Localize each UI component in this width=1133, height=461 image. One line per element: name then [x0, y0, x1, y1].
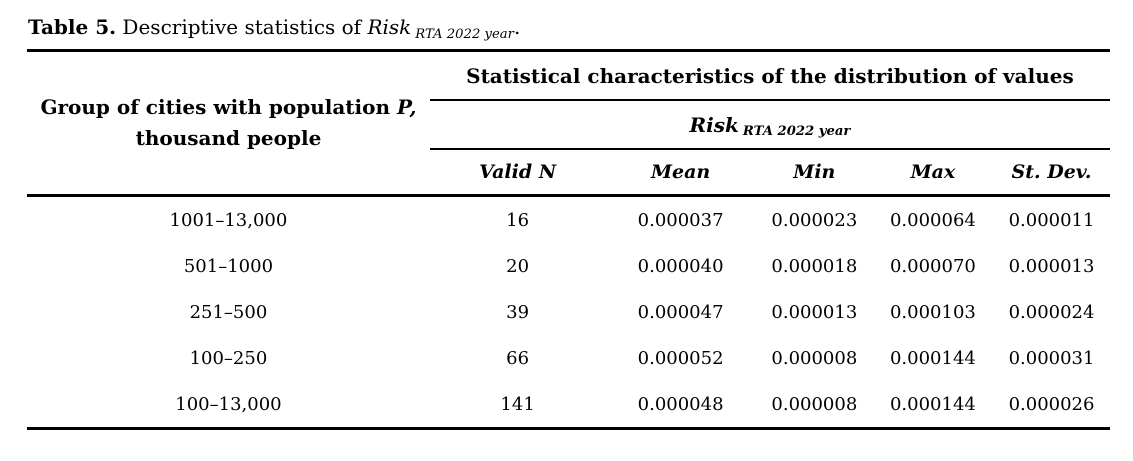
caption-risk-subscript: RTA 2022 year — [415, 26, 514, 42]
cell-group: 501–1000 — [183, 255, 274, 277]
table-row: 100–250 66 0.000052 0.000008 0.000144 0.… — [27, 335, 1110, 381]
cell-mean: 0.000040 — [637, 255, 724, 277]
table-row: 501–1000 20 0.000040 0.000018 0.000070 0… — [27, 243, 1110, 289]
cell-st-dev: 0.000013 — [1008, 255, 1095, 277]
group-header-line2: thousand people — [135, 126, 322, 150]
cell-mean: 0.000037 — [637, 209, 724, 231]
cell-max: 0.000144 — [872, 381, 994, 430]
header-row-3: Valid N Mean Min Max St. Dev. — [27, 149, 1110, 197]
risk-label: Risk — [689, 112, 739, 137]
cell-valid-n: 16 — [506, 209, 530, 231]
cell-min: 0.000013 — [771, 301, 858, 323]
cell-group: 1001–13,000 — [169, 209, 288, 231]
cell-group: 251–500 — [189, 301, 268, 323]
caption-text: Descriptive statistics of — [116, 15, 368, 39]
risk-variable-header: Risk RTA 2022 year — [429, 100, 1110, 150]
cell-group: 100–250 — [189, 347, 268, 369]
cell-min: 0.000023 — [771, 209, 858, 231]
table-caption: Table 5. Descriptive statistics of Risk R… — [28, 14, 1133, 42]
column-header-min: Min — [755, 149, 873, 197]
descriptive-statistics-table: Group of cities with population P, thous… — [27, 49, 1110, 430]
cell-valid-n: 141 — [429, 381, 606, 430]
cell-mean: 0.000047 — [637, 301, 724, 323]
column-header-st-dev: St. Dev. — [993, 149, 1110, 197]
table-row: 1001–13,000 16 0.000037 0.000023 0.00006… — [27, 196, 1110, 244]
cell-group: 100–13,000 — [27, 381, 430, 430]
cell-max: 0.000144 — [889, 347, 976, 369]
column-header-valid-n: Valid N — [429, 149, 606, 197]
caption-label: Table 5. — [28, 15, 117, 39]
cell-st-dev: 0.000011 — [1008, 209, 1095, 231]
column-header-mean: Mean — [605, 149, 756, 197]
cell-valid-n: 20 — [506, 255, 530, 277]
cell-min: 0.000008 — [755, 381, 873, 430]
cell-st-dev: 0.000026 — [993, 381, 1110, 430]
header-row-2: Risk RTA 2022 year — [27, 100, 1110, 150]
cell-st-dev: 0.000031 — [1008, 347, 1095, 369]
cell-valid-n: 66 — [506, 347, 530, 369]
caption-period: . — [513, 15, 521, 39]
cell-min: 0.000008 — [771, 347, 858, 369]
table-row: 251–500 39 0.000047 0.000013 0.000103 0.… — [27, 289, 1110, 335]
cell-max: 0.000103 — [889, 301, 976, 323]
risk-subscript: RTA 2022 year — [742, 124, 851, 140]
caption-risk: Risk — [367, 15, 412, 39]
cell-valid-n: 39 — [506, 301, 530, 323]
cell-max: 0.000064 — [889, 209, 976, 231]
cell-min: 0.000018 — [771, 255, 858, 277]
cell-mean: 0.000048 — [605, 381, 756, 430]
header-row-1: Group of cities with population P, thous… — [27, 50, 1110, 197]
column-header-max: Max — [872, 149, 994, 197]
table-row: 100–13,000 141 0.000048 0.000008 0.00014… — [27, 381, 1110, 430]
group-header-line1: Group of cities with population — [40, 95, 397, 119]
group-header-p-italic: P, — [397, 95, 417, 119]
cell-max: 0.000070 — [889, 255, 976, 277]
cell-mean: 0.000052 — [637, 347, 724, 369]
cell-st-dev: 0.000024 — [1008, 301, 1095, 323]
statistical-characteristics-header: Statistical characteristics of the distr… — [429, 50, 1110, 101]
group-of-cities-header: Group of cities with population P, thous… — [27, 50, 430, 197]
